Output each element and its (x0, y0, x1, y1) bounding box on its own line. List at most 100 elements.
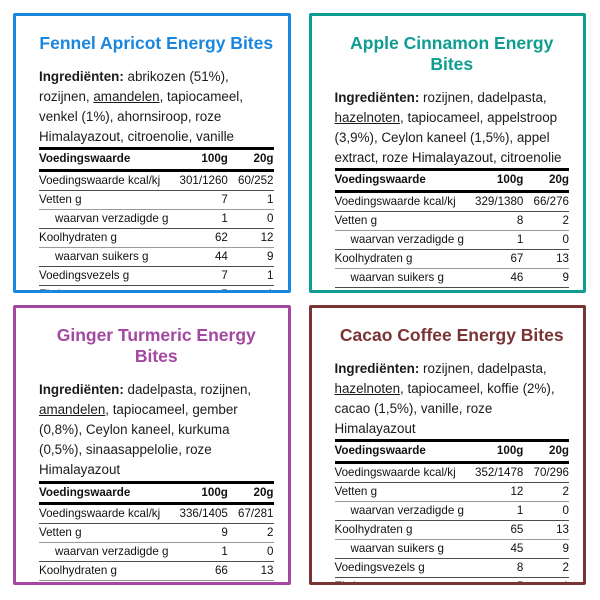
allergen-ingredient: amandelen (93, 89, 160, 105)
nutrient-label: Koolhydraten g (39, 228, 169, 248)
header-voedingswaarde: Voedingswaarde (334, 439, 464, 465)
value-20g: 66/276 (533, 195, 569, 209)
nutrition-header-row: Voedingswaarde 100g 20g (39, 480, 274, 506)
ingredients-pre-allergen: dadelpasta, rozijnen, (123, 382, 252, 397)
table-row: Koolhydraten g 65 13 (334, 520, 569, 540)
value-20g: 0 (227, 542, 274, 562)
value-20g: 0 (523, 501, 569, 521)
value-20g: 2 (523, 211, 569, 231)
value-100g: 301/1260 (179, 174, 228, 188)
value-100g: 9 (168, 523, 228, 543)
value-100g: 7 (168, 190, 228, 210)
ingredients-post-allergen: , tapiocameel, appelstroop (3,9%), Ceylo… (334, 110, 562, 166)
ingredients-text: Ingrediënten: rozijnen, dadelpasta, haze… (335, 359, 570, 439)
nutrient-label: Koolhydraten g (334, 249, 464, 269)
nutrient-label: waarvan suikers g (39, 580, 169, 582)
nutrient-label: Koolhydraten g (39, 561, 169, 581)
nutrient-label: Koolhydraten g (334, 520, 464, 540)
ingredients-label: Ingrediënten: (334, 90, 420, 105)
ingredients-label: Ingrediënten: (334, 361, 420, 376)
header-100g: 100g (463, 168, 524, 194)
value-100g: 1 (463, 230, 524, 250)
nutrient-label: Voedingswaarde kcal/kj (39, 174, 161, 188)
value-20g: 1 (227, 265, 274, 286)
value-100g: 7 (463, 286, 524, 290)
allergen-ingredient: hazelnoten (334, 381, 401, 397)
nutrient-label: Eiwitten g (39, 284, 169, 290)
nutrient-label: Vetten g (39, 190, 169, 210)
product-title: Apple Cinnamon Energy Bites (350, 33, 554, 74)
table-row: Eiwitten g51 (334, 576, 569, 582)
nutrient-label: Voedingswaarde kcal/kj (334, 466, 456, 480)
table-row: Koolhydraten g 66 13 (39, 561, 274, 581)
value-20g: 13 (523, 249, 569, 269)
nutrient-label: Vetten g (334, 482, 464, 502)
nutrient-label: Vetten g (334, 211, 464, 231)
header-100g: 100g (463, 439, 524, 465)
value-20g: 2 (227, 523, 274, 543)
nutrition-header-row: Voedingswaarde 100g 20g (334, 168, 569, 194)
value-100g: 8 (463, 211, 524, 231)
nutrition-table: Voedingswaarde 100g 20g Voedingswaarde k… (334, 439, 569, 582)
allergen-ingredient: amandelen (39, 402, 106, 418)
table-row: Voedingswaarde kcal/kj 329/1380 66/276 (335, 192, 570, 212)
table-row: Eiwitten g51 (39, 284, 274, 290)
value-100g: 5 (168, 284, 228, 290)
allergen-ingredient: hazelnoten (334, 110, 401, 126)
value-100g: 1 (168, 209, 228, 229)
ingredients-pre-allergen: abrikozen (51%), rozijnen, (39, 69, 229, 105)
value-20g: 12 (227, 228, 274, 248)
table-row: Voedingswaarde kcal/kj 336/1405 67/281 (39, 504, 274, 524)
nutrient-label: waarvan suikers g (334, 267, 464, 288)
header-100g: 100g (168, 480, 228, 506)
value-20g: 0 (227, 209, 274, 229)
value-100g: 12 (463, 482, 524, 502)
value-100g: 44 (168, 580, 228, 582)
ingredients-post-allergen: , tapiocameel, gember (0,8%), Ceylon kan… (39, 402, 238, 478)
table-row: waarvan suikers g 46 9 (334, 267, 569, 288)
table-row: Voedingswaarde kcal/kj 301/1260 60/252 (39, 171, 274, 191)
value-100g: 5 (463, 576, 524, 582)
nutrient-label: Voedingswaarde kcal/kj (334, 195, 456, 209)
nutrient-label: waarvan verzadigde g (39, 542, 169, 562)
nutrition-header-row: Voedingswaarde 100g 20g (39, 147, 274, 173)
card-ginger-turmeric: Ginger Turmeric Energy Bites Ingrediënte… (13, 305, 291, 585)
value-100g: 1 (463, 501, 524, 521)
value-100g: 352/1478 (475, 466, 524, 480)
ingredients-label: Ingrediënten: (39, 382, 124, 397)
value-20g: 1 (523, 286, 569, 290)
card-cacao-coffee: Cacao Coffee Energy Bites Ingrediënten: … (308, 305, 586, 585)
nutrition-header-row: Voedingswaarde 100g 20g (334, 439, 569, 465)
value-20g: 9 (227, 246, 274, 267)
ingredients-pre-allergen: rozijnen, dadelpasta, (419, 361, 547, 376)
nutrient-label: Voedingswaarde kcal/kj (39, 507, 161, 521)
value-100g: 336/1405 (179, 507, 228, 521)
card-apple-cinnamon: Apple Cinnamon Energy Bites Ingrediënten… (308, 13, 586, 293)
value-20g: 9 (227, 580, 274, 582)
value-20g: 9 (523, 267, 569, 288)
header-20g: 20g (227, 147, 274, 173)
nutrient-label: Voedingsvezels g (39, 265, 169, 286)
table-row: Koolhydraten g 67 13 (334, 249, 569, 269)
value-20g: 13 (227, 561, 274, 581)
value-100g: 44 (168, 246, 228, 267)
ingredients-post-allergen: , tapiocameel, koffie (2%), cacao (1,5%)… (334, 381, 555, 437)
nutrition-table: Voedingswaarde 100g 20g Voedingswaarde k… (334, 168, 570, 290)
value-100g: 45 (463, 538, 524, 559)
table-row: Vetten g 12 2 (334, 482, 569, 502)
value-100g: 329/1380 (475, 195, 524, 209)
value-100g: 46 (463, 267, 524, 288)
value-20g: 1 (227, 284, 274, 290)
value-20g: 1 (227, 190, 274, 210)
header-20g: 20g (523, 439, 569, 465)
